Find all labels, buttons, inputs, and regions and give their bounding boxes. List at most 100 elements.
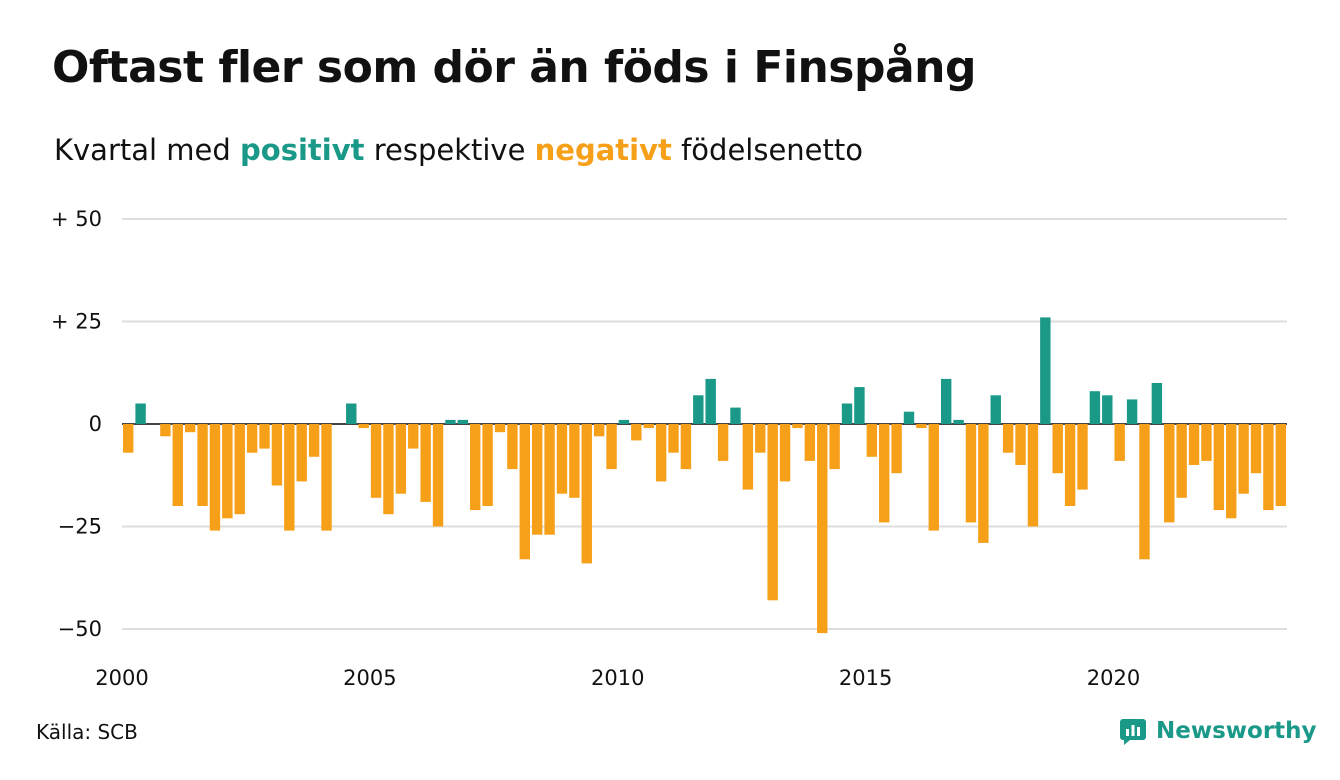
bar (445, 419, 456, 424)
subtitle-suffix: födelsenetto (671, 133, 863, 167)
bar (1089, 391, 1101, 424)
bar (755, 424, 766, 453)
bars (122, 317, 1287, 634)
bar (395, 424, 407, 494)
x-tick-label: 2020 (1087, 666, 1140, 690)
bar (990, 395, 1001, 424)
bar (978, 424, 989, 543)
bar (308, 424, 320, 457)
bar (618, 419, 630, 424)
bar (556, 424, 568, 494)
brand-name: Newsworthy (1156, 718, 1317, 744)
y-tick-label: + 25 (51, 310, 102, 334)
bar (668, 424, 679, 453)
bar (569, 424, 580, 498)
chart-title: Oftast fler som dör än föds i Finspång (52, 42, 977, 93)
bar (841, 403, 853, 424)
bar (940, 378, 952, 424)
bar (854, 387, 865, 424)
bar (507, 424, 518, 470)
bar (866, 424, 878, 457)
bar (1015, 424, 1026, 465)
bar (135, 403, 146, 424)
bar (953, 419, 964, 424)
bar (631, 424, 642, 441)
bar (122, 424, 134, 453)
y-tick-label: + 50 (51, 207, 102, 231)
bar (879, 424, 890, 523)
bar (693, 395, 704, 424)
bar (1040, 317, 1051, 424)
bar (383, 424, 394, 515)
subtitle-positive-word: positivt (240, 133, 365, 167)
bar (222, 424, 233, 519)
bar (1263, 424, 1274, 511)
bar (817, 424, 828, 634)
bar (420, 424, 431, 502)
bar (593, 424, 605, 437)
bar (792, 424, 803, 429)
bar (1213, 424, 1225, 511)
bar (1126, 399, 1138, 424)
bar (457, 419, 469, 424)
x-tick-label: 2005 (343, 666, 396, 690)
bar (717, 424, 729, 461)
bar (408, 424, 419, 449)
bar (1002, 424, 1014, 453)
bar (680, 424, 692, 470)
bar (321, 424, 332, 531)
bar (742, 424, 754, 490)
bar (1164, 424, 1175, 523)
bar (1114, 424, 1125, 461)
bar (655, 424, 667, 482)
bar (271, 424, 283, 486)
bar (432, 424, 444, 527)
bar (1052, 424, 1063, 474)
bar (494, 424, 506, 433)
bar (1250, 424, 1262, 474)
bar (965, 424, 977, 523)
subtitle-middle: respektive (364, 133, 535, 167)
source-note: Källa: SCB (36, 720, 138, 744)
brand-logo: Newsworthy (1118, 714, 1317, 748)
y-tick-label: 0 (89, 412, 102, 436)
y-axis-ticks: + 50 + 25 0 −25 −50 (51, 207, 102, 641)
bar (160, 424, 171, 437)
newsworthy-logo-icon (1120, 719, 1146, 745)
bar (705, 378, 716, 424)
bar (1139, 424, 1150, 560)
bar (1176, 424, 1187, 498)
bar (482, 424, 493, 506)
bar (1238, 424, 1249, 494)
bar (1064, 424, 1076, 506)
bar (779, 424, 791, 482)
subtitle-negative-word: negativt (534, 133, 672, 167)
x-tick-label: 2015 (839, 666, 892, 690)
y-tick-label: −50 (58, 617, 102, 641)
bar (829, 424, 840, 470)
bar (928, 424, 939, 531)
bar (891, 424, 902, 474)
bar (197, 424, 208, 506)
bar (1201, 424, 1212, 461)
bar (346, 403, 357, 424)
bar (544, 424, 555, 535)
bar (1151, 383, 1163, 424)
bar (184, 424, 196, 433)
bar (284, 424, 295, 531)
bar (246, 424, 258, 453)
bar (172, 424, 183, 506)
bar (234, 424, 245, 515)
bar (606, 424, 617, 470)
bar (470, 424, 481, 511)
bar (804, 424, 816, 461)
bar (1027, 424, 1039, 527)
bar (643, 424, 654, 429)
bar (296, 424, 307, 482)
bar (1226, 424, 1237, 519)
bar (730, 407, 741, 424)
x-tick-label: 2010 (591, 666, 644, 690)
y-tick-label: −25 (58, 515, 102, 539)
x-tick-label: 2000 (95, 666, 148, 690)
